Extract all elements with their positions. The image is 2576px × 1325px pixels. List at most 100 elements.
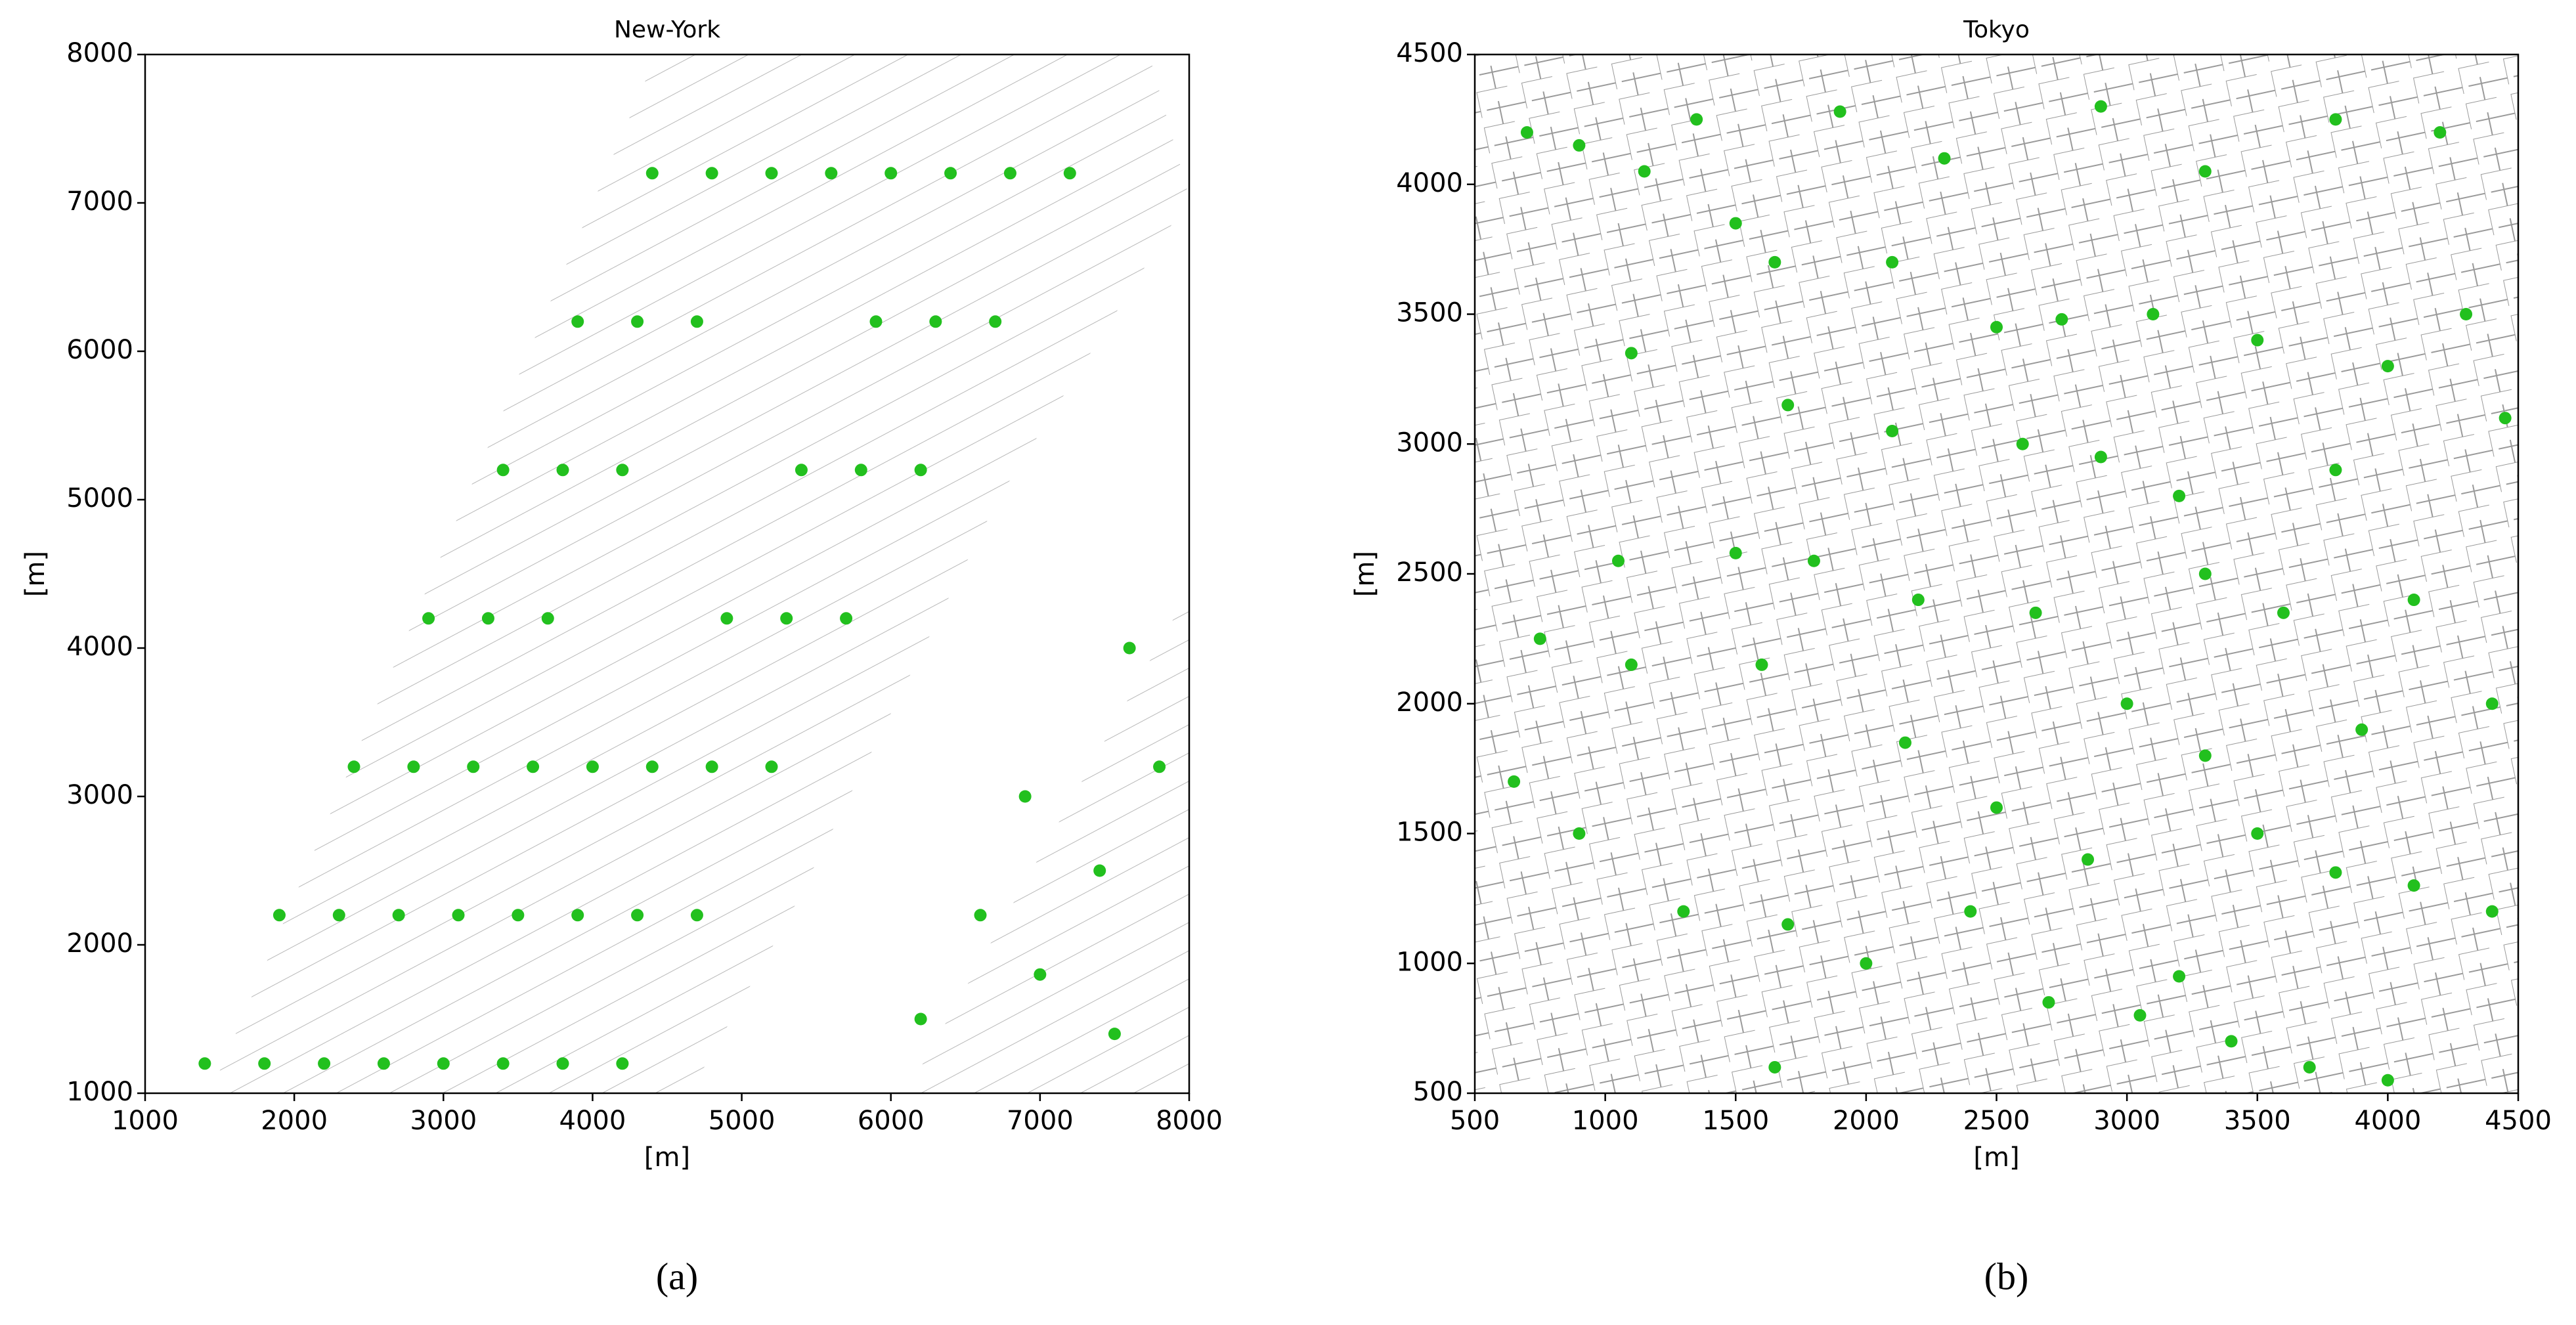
point: [1729, 546, 1742, 559]
y-tick-label: 500: [1413, 1077, 1463, 1107]
point: [1833, 105, 1846, 118]
point: [481, 612, 494, 625]
point: [869, 315, 883, 328]
point: [1508, 775, 1521, 788]
point: [527, 760, 540, 773]
point: [974, 909, 987, 922]
chart-title: Tokyo: [1963, 16, 2030, 43]
point: [705, 167, 718, 180]
y-axis-label: [m]: [20, 551, 51, 597]
point: [2407, 594, 2420, 607]
point: [332, 909, 345, 922]
point: [2434, 126, 2447, 139]
point: [1886, 424, 1899, 437]
point: [1690, 113, 1703, 126]
x-axis-label: [m]: [1973, 1142, 2019, 1173]
point: [392, 909, 405, 922]
x-tick-label: 2000: [1833, 1106, 1900, 1136]
y-tick-label: 3000: [1396, 427, 1463, 458]
x-tick-label: 7000: [1007, 1106, 1074, 1136]
x-tick-label: 1500: [1702, 1106, 1769, 1136]
point: [2303, 1060, 2316, 1074]
point: [2198, 749, 2212, 762]
point: [645, 760, 659, 773]
point: [1729, 217, 1742, 230]
caption: (b): [1984, 1255, 2029, 1297]
point: [2094, 100, 2107, 113]
point: [496, 1057, 510, 1070]
point: [2173, 489, 2186, 502]
point: [541, 612, 554, 625]
x-tick-label: 3500: [2224, 1106, 2291, 1136]
y-tick-label: 6000: [66, 335, 133, 365]
point: [2460, 308, 2473, 320]
plot-frame: [144, 53, 1190, 1095]
point: [258, 1057, 271, 1070]
point: [2082, 853, 2095, 866]
point: [347, 760, 360, 773]
point: [1638, 165, 1651, 178]
point: [2225, 1035, 2238, 1048]
point: [2029, 606, 2042, 619]
y-tick-label: 4500: [1396, 38, 1463, 68]
point: [586, 760, 599, 773]
y-tick-label: 2000: [66, 928, 133, 959]
point: [631, 909, 644, 922]
point: [1807, 554, 1820, 567]
point: [1898, 736, 1911, 749]
point: [2055, 313, 2068, 326]
point: [452, 909, 465, 922]
y-tick-label: 2500: [1396, 557, 1463, 588]
point: [854, 464, 867, 477]
point: [765, 167, 778, 180]
point: [2485, 905, 2499, 918]
point: [2133, 1009, 2147, 1022]
point: [765, 760, 778, 773]
x-tick-label: 6000: [858, 1106, 925, 1136]
point: [780, 612, 793, 625]
point: [720, 612, 733, 625]
point: [2198, 567, 2212, 580]
point: [1625, 658, 1638, 671]
chart-title: New-York: [614, 16, 720, 43]
point: [1911, 594, 1925, 607]
point: [2042, 996, 2055, 1009]
point: [2485, 697, 2499, 710]
point: [631, 315, 644, 328]
point: [944, 167, 957, 180]
point: [914, 1012, 927, 1026]
point: [2329, 113, 2342, 126]
x-tick-label: 4500: [2485, 1106, 2552, 1136]
point: [1093, 864, 1106, 877]
point: [2251, 334, 2264, 347]
x-tick-label: 3000: [2093, 1106, 2160, 1136]
point: [2277, 606, 2290, 619]
point: [884, 167, 898, 180]
y-tick-label: 7000: [66, 186, 133, 217]
point: [318, 1057, 331, 1070]
point: [2329, 866, 2342, 879]
point: [795, 464, 808, 477]
y-tick-label: 5000: [66, 483, 133, 513]
point: [496, 464, 510, 477]
x-tick-label: 2500: [1963, 1106, 2030, 1136]
point: [2381, 360, 2394, 373]
point: [556, 1057, 569, 1070]
point: [2094, 450, 2107, 464]
caption: (a): [656, 1255, 698, 1297]
point: [407, 760, 420, 773]
point: [1573, 139, 1586, 152]
x-tick-label: 1000: [1572, 1106, 1639, 1136]
y-tick-label: 2000: [1396, 687, 1463, 718]
y-tick-label: 4000: [1396, 168, 1463, 198]
point: [273, 909, 286, 922]
point: [1860, 957, 1873, 970]
point: [1990, 320, 2003, 334]
point: [377, 1057, 390, 1070]
point: [705, 760, 718, 773]
point: [929, 315, 942, 328]
point: [1533, 632, 1546, 645]
y-tick-label: 1500: [1396, 817, 1463, 848]
point: [1018, 790, 1032, 803]
